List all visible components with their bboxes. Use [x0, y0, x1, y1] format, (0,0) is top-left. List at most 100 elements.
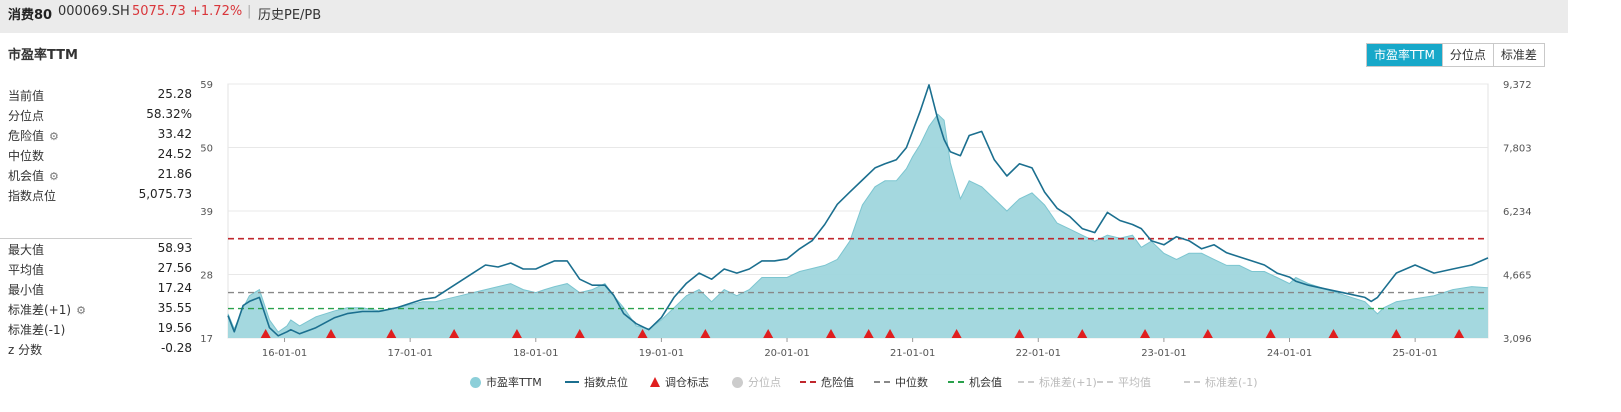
- y-left-tick-label: 39: [200, 207, 213, 218]
- stat-label: 标准差(-1): [8, 323, 66, 337]
- stat-label-text: 标准差(+1): [8, 303, 72, 317]
- legend-label: 机会值: [969, 376, 1002, 389]
- legend-dash-icon: [800, 381, 816, 383]
- rebalance-marker: [951, 329, 962, 338]
- legend-label: 市盈率TTM: [486, 376, 542, 389]
- rebalance-marker: [1328, 329, 1339, 338]
- stat-min: 最小值 17.24: [8, 278, 192, 298]
- gear-icon[interactable]: ⚙: [49, 170, 59, 183]
- stat-value: 58.32%: [146, 107, 192, 121]
- rebalance-marker: [825, 329, 836, 338]
- stat-value: 27.56: [157, 261, 192, 275]
- rebalance-marker: [637, 329, 648, 338]
- legend-item[interactable]: 标准差(+1): [1018, 374, 1097, 390]
- stat-label: 分位点: [8, 109, 45, 123]
- legend-item[interactable]: 机会值: [948, 374, 1002, 390]
- legend-label: 调仓标志: [665, 376, 709, 389]
- x-tick-label: 25-01-01: [1392, 348, 1437, 359]
- legend-label: 指数点位: [584, 376, 628, 389]
- legend-item[interactable]: 中位数: [874, 374, 928, 390]
- index-code: 000069.SH: [58, 4, 130, 19]
- stat-value: -0.28: [160, 341, 192, 355]
- stat-label: 平均值: [8, 263, 45, 277]
- pe-chart[interactable]: 59 50 39 28 17 9,372 7,803 6,234 4,665 3,096 16-01…: [0, 0, 1568, 412]
- y-left-tick-label: 17: [200, 334, 213, 345]
- legend-dash-icon: [1018, 381, 1034, 383]
- y-right-tick-label: 7,803: [1503, 144, 1532, 155]
- legend-item[interactable]: 调仓标志: [650, 374, 709, 390]
- stat-danger: 危险值 ⚙ 33.42: [8, 124, 192, 144]
- y-right-tick-label: 9,372: [1503, 80, 1532, 91]
- stat-label: 最小值: [8, 283, 45, 297]
- rebalance-marker: [1014, 329, 1025, 338]
- legend-label: 分位点: [748, 376, 781, 389]
- y-right-tick-label: 4,665: [1503, 271, 1532, 282]
- rebalance-marker: [574, 329, 585, 338]
- x-tick-label: 17-01-01: [387, 348, 432, 359]
- rebalance-marker: [260, 329, 271, 338]
- tab-percentile[interactable]: 分位点: [1441, 44, 1493, 66]
- legend-dash-icon: [1097, 381, 1113, 383]
- header-separator: |: [247, 4, 252, 19]
- rebalance-marker: [763, 329, 774, 338]
- legend-item[interactable]: 危险值: [800, 374, 854, 390]
- stat-label: z 分数: [8, 343, 43, 357]
- legend-item[interactable]: 分位点: [732, 374, 781, 390]
- legend-label: 中位数: [895, 376, 928, 389]
- stats-divider: [0, 238, 192, 239]
- stats-panel-bottom: 最大值 58.93 平均值 27.56 最小值 17.24 标准差(+1) ⚙ 3…: [8, 238, 192, 358]
- stat-value: 35.55: [157, 301, 192, 315]
- stat-std-minus: 标准差(-1) 19.56: [8, 318, 192, 338]
- legend-item[interactable]: 平均值: [1097, 374, 1151, 390]
- legend-label: 标准差(-1): [1205, 376, 1258, 389]
- stat-label-text: 危险值: [8, 129, 45, 143]
- section-title: 市盈率TTM: [8, 48, 78, 63]
- legend-item[interactable]: 指数点位: [565, 374, 628, 390]
- stat-label: 机会值 ⚙: [8, 167, 59, 184]
- legend-line-icon: [565, 381, 579, 383]
- stat-value: 33.42: [157, 127, 192, 141]
- history-pe-pb-link[interactable]: 历史PE/PB: [258, 8, 322, 23]
- x-tick-label: 22-01-01: [1016, 348, 1061, 359]
- stat-value: 19.56: [157, 321, 192, 335]
- x-tick-label: 18-01-01: [513, 348, 558, 359]
- stats-panel-top: 当前值 25.28 分位点 58.32% 危险值 ⚙ 33.42 中位数 24.5…: [8, 84, 192, 204]
- pe-ttm-area: [228, 114, 1488, 338]
- index-level-line: [227, 84, 1489, 337]
- legend-dash-icon: [948, 381, 964, 383]
- pe-ttm-line: [227, 113, 1489, 333]
- gear-icon[interactable]: ⚙: [49, 130, 59, 143]
- stat-value: 17.24: [157, 281, 192, 295]
- stat-median: 中位数 24.52: [8, 144, 192, 164]
- y-right-tick-label: 3,096: [1503, 334, 1532, 345]
- rebalance-marker: [1140, 329, 1151, 338]
- legend-dot-icon: [732, 376, 743, 388]
- rebalance-marker: [449, 329, 460, 338]
- y-right-tick-label: 6,234: [1503, 207, 1532, 218]
- stat-label: 当前值: [8, 89, 45, 103]
- rebalance-marker: [1454, 329, 1465, 338]
- header-bar: 消费80 000069.SH 5075.73 +1.72% | 历史PE/PB: [0, 0, 1568, 33]
- stat-label: 最大值: [8, 243, 45, 257]
- x-tick-label: 19-01-01: [639, 348, 684, 359]
- rebalance-marker: [326, 329, 337, 338]
- rebalance-marker: [386, 329, 397, 338]
- stat-percentile: 分位点 58.32%: [8, 104, 192, 124]
- gear-icon[interactable]: ⚙: [76, 304, 86, 317]
- stat-opportunity: 机会值 ⚙ 21.86: [8, 164, 192, 184]
- legend-item[interactable]: 标准差(-1): [1184, 374, 1258, 390]
- tab-pe-ttm[interactable]: 市盈率TTM: [1367, 44, 1442, 66]
- stat-value: 21.86: [157, 167, 192, 181]
- stat-value: 24.52: [157, 147, 192, 161]
- legend-dash-icon: [874, 381, 890, 383]
- stat-label: 中位数: [8, 149, 45, 163]
- x-tick-label: 20-01-01: [764, 348, 809, 359]
- tab-std-dev[interactable]: 标准差: [1492, 44, 1544, 66]
- metric-tab-group: 市盈率TTM 分位点 标准差: [1366, 43, 1545, 67]
- legend-label: 标准差(+1): [1039, 376, 1097, 389]
- stat-label: 危险值 ⚙: [8, 127, 59, 144]
- legend-item[interactable]: 市盈率TTM: [470, 374, 542, 390]
- stat-value: 25.28: [157, 87, 192, 101]
- x-tick-label: 16-01-01: [262, 348, 307, 359]
- x-tick-label: 23-01-01: [1141, 348, 1186, 359]
